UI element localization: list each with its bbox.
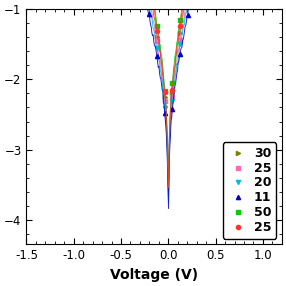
20: [171, 100, 174, 103]
20: [163, 106, 166, 110]
30: [171, 91, 174, 94]
20: [148, 6, 151, 9]
25: [155, 29, 159, 32]
Line: 50: 50: [24, 0, 282, 93]
50: [155, 24, 159, 28]
11: [148, 13, 151, 16]
30: [155, 35, 159, 39]
20: [186, 2, 189, 6]
11: [155, 54, 159, 57]
25: [171, 88, 174, 92]
Legend: 30, 25, 20, 11, 50, 25: 30, 25, 20, 11, 50, 25: [223, 142, 276, 239]
Line: 25: 25: [24, 0, 282, 104]
11: [186, 13, 189, 17]
20: [178, 42, 182, 45]
Line: 11: 11: [24, 0, 282, 115]
50: [171, 81, 174, 84]
25: [178, 38, 182, 42]
X-axis label: Voltage (V): Voltage (V): [110, 268, 198, 282]
11: [178, 52, 182, 56]
25: [155, 40, 159, 43]
20: [155, 46, 159, 50]
Line: 30: 30: [24, 0, 282, 100]
50: [163, 90, 166, 93]
25: [171, 95, 174, 98]
Line: 20: 20: [24, 0, 282, 110]
25: [178, 24, 182, 28]
50: [178, 19, 182, 22]
Line: 25: 25: [24, 0, 282, 95]
25: [163, 91, 166, 94]
25: [163, 100, 166, 103]
30: [178, 32, 182, 35]
11: [171, 108, 174, 111]
30: [163, 96, 166, 99]
11: [163, 112, 166, 115]
